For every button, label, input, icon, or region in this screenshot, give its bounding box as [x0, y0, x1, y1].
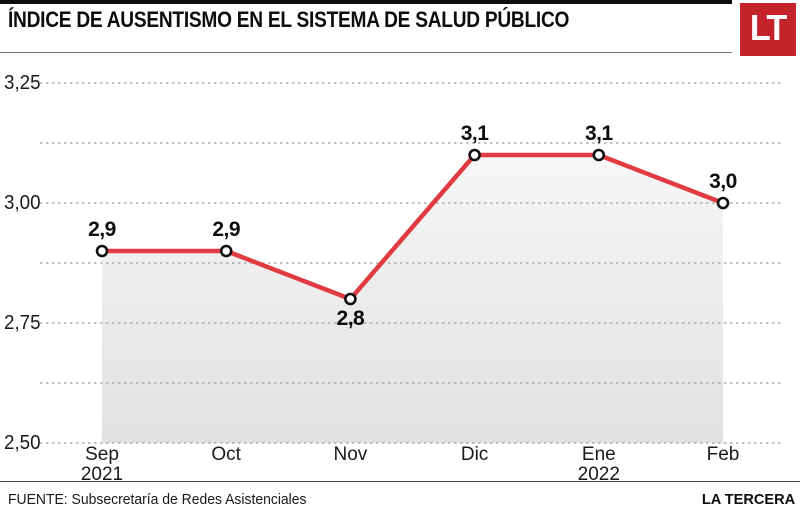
- x-tick-month: Ene: [581, 444, 616, 465]
- data-point-value-label: 3,1: [584, 122, 613, 145]
- y-axis-tick-label: 2,75: [4, 312, 41, 334]
- area-fill: [102, 155, 723, 443]
- x-axis-tick-label: Ene 2022: [551, 445, 647, 485]
- x-axis-tick-label: Feb: [675, 445, 771, 465]
- credit-text: LA TERCERA: [701, 491, 795, 508]
- title-divider: [0, 52, 732, 53]
- data-point-marker: [716, 196, 730, 210]
- data-point-value-label: 2,9: [212, 218, 241, 241]
- series-line: [99, 152, 726, 302]
- la-tercera-logo: LT: [740, 3, 796, 56]
- x-tick-month: Feb: [706, 444, 740, 465]
- x-tick-month: Sep: [85, 444, 119, 465]
- x-tick-month: Oct: [211, 444, 241, 465]
- data-point-value-label: 3,1: [460, 122, 489, 145]
- data-point-value-label: 3,0: [709, 170, 737, 193]
- x-axis-tick-label: Dic: [427, 445, 523, 465]
- data-point-marker: [219, 244, 233, 258]
- x-tick-year: 2022: [577, 464, 620, 485]
- source-text: FUENTE: Subsecretaría de Redes Asistenci…: [8, 491, 307, 508]
- footer-divider: [0, 481, 800, 482]
- data-point-value-label: 2,9: [88, 218, 116, 241]
- data-point-marker: [592, 148, 606, 162]
- logo-lt-monogram: LT: [750, 7, 787, 48]
- x-axis-tick-label: Nov: [302, 445, 398, 465]
- x-axis-tick-label: Sep 2021: [54, 445, 150, 485]
- data-point-marker: [344, 292, 357, 306]
- y-axis-tick-label: 3,25: [4, 72, 41, 94]
- x-tick-year: 2021: [80, 464, 124, 485]
- chart-title: ÍNDICE DE AUSENTISMO EN EL SISTEMA DE SA…: [8, 7, 570, 32]
- data-point-marker: [468, 148, 481, 162]
- x-tick-month: Nov: [333, 444, 368, 465]
- top-rule: [0, 0, 732, 4]
- y-axis-tick-label: 3,00: [4, 192, 41, 214]
- x-tick-month: Dic: [460, 444, 489, 465]
- y-axis-tick-label: 2,50: [4, 432, 41, 454]
- x-axis-tick-label: Oct: [178, 445, 274, 465]
- data-point-marker: [95, 244, 109, 258]
- data-point-value-label: 2,8: [336, 307, 365, 330]
